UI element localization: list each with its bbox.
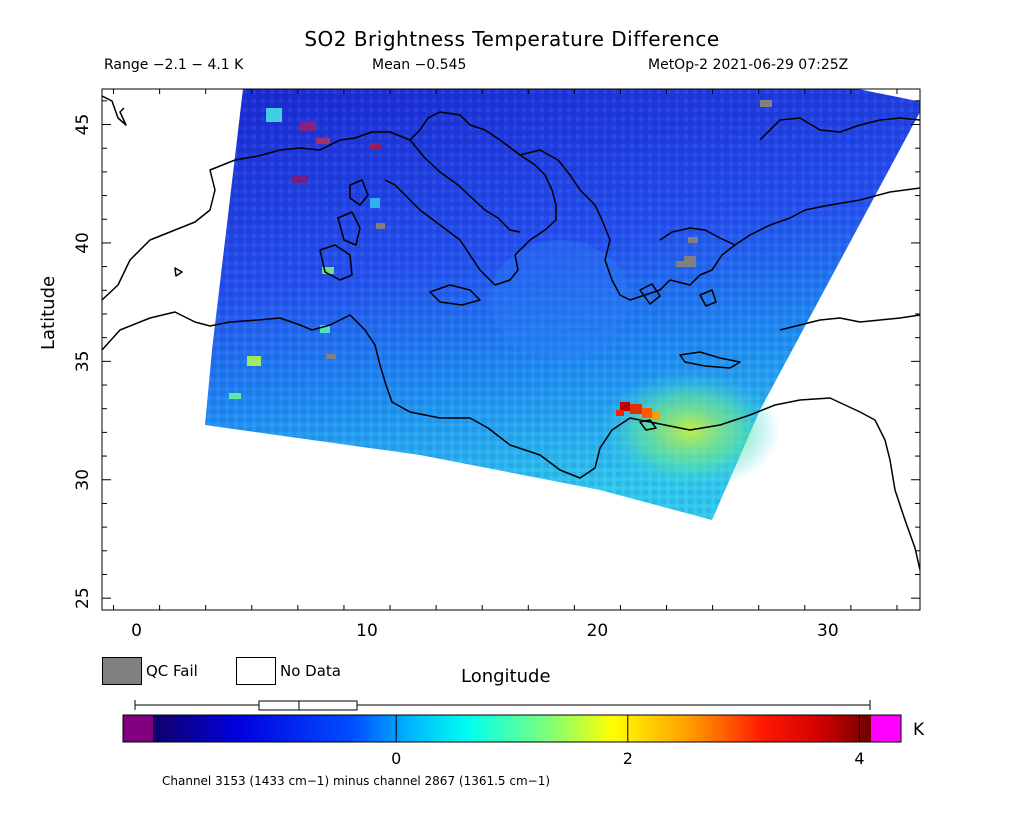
channel-footnote: Channel 3153 (1433 cm−1) minus channel 2… — [162, 774, 551, 788]
x-tick-label: 10 — [356, 621, 378, 641]
qc-fail-swatch — [102, 657, 142, 685]
y-tick-label: 40 — [73, 232, 93, 254]
y-tick-label: 45 — [73, 114, 93, 136]
y-tick-label: 30 — [73, 469, 93, 491]
colorbar-tick-label: 0 — [391, 749, 401, 768]
colorbar-gradient — [153, 715, 871, 742]
colorbar-underflow — [123, 715, 153, 742]
y-tick-label: 25 — [73, 587, 93, 609]
hotspot-pixel — [620, 402, 630, 411]
colorbar-unit: K — [913, 720, 925, 740]
qc-fail-pixel — [760, 100, 772, 107]
range-text: Range −2.1 − 4.1 K — [104, 57, 244, 73]
x-tick-label: 30 — [817, 621, 839, 641]
no-data-swatch — [236, 657, 276, 685]
x-tick-label: 0 — [131, 621, 142, 641]
no-data-label: No Data — [280, 662, 341, 680]
colorbar-overflow — [871, 715, 901, 742]
chart-title: SO2 Brightness Temperature Difference — [304, 27, 720, 51]
mean-text: Mean −0.545 — [372, 57, 467, 73]
colorbar-tick-label: 4 — [854, 749, 864, 768]
x-tick-label: 20 — [587, 621, 609, 641]
satellite-time-text: MetOp-2 2021-06-29 07:25Z — [648, 57, 849, 73]
boxplot-box — [258, 700, 358, 711]
qc-fail-label: QC Fail — [146, 662, 198, 680]
y-tick-label: 35 — [73, 351, 93, 373]
plot-frame — [101, 88, 921, 611]
colorbar-tick-label: 2 — [623, 749, 633, 768]
x-axis-label: Longitude — [461, 666, 551, 687]
coastline — [102, 95, 127, 126]
